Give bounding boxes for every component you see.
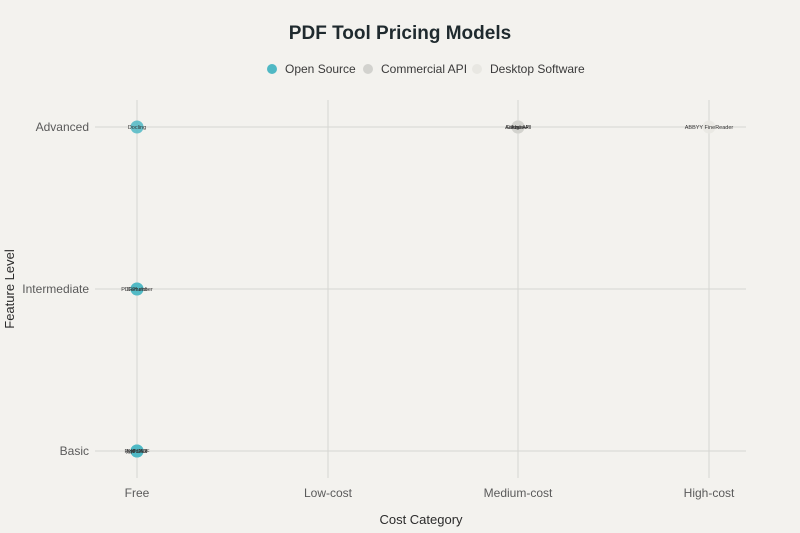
- point-camelot[interactable]: [130, 282, 144, 296]
- x-axis-label: Cost Category: [379, 512, 463, 527]
- gridlines: [95, 100, 746, 478]
- point-label-pdfplumber: PDFPlumber: [121, 287, 153, 293]
- legend-label-desktop-software: Desktop Software: [490, 62, 585, 76]
- point-label-pypdf2: PyPDF2: [127, 449, 147, 455]
- x-tick-low-cost: Low-cost: [304, 486, 353, 500]
- point-label-pdfminer: pdfminer: [126, 449, 148, 455]
- legend-marker-open-source: [267, 64, 277, 74]
- chart-title: PDF Tool Pricing Models: [289, 23, 511, 44]
- y-axis-label: Feature Level: [2, 249, 17, 329]
- x-axis-ticks: Free Low-cost Medium-cost High-cost: [125, 486, 735, 500]
- point-label-azure: Azure: [511, 125, 525, 131]
- y-axis-ticks: Basic Intermediate Advanced: [22, 120, 89, 458]
- legend: Open Source Commercial API Desktop Softwar…: [267, 62, 585, 76]
- y-tick-advanced: Advanced: [36, 120, 89, 134]
- x-tick-medium-cost: Medium-cost: [484, 486, 553, 500]
- point-azure[interactable]: [511, 120, 525, 134]
- point-abbyy-finereader[interactable]: [702, 120, 716, 134]
- point-docling[interactable]: [130, 120, 144, 134]
- point-label-docling: Docling: [128, 125, 146, 131]
- y-tick-intermediate: Intermediate: [22, 282, 89, 296]
- x-tick-high-cost: High-cost: [684, 486, 735, 500]
- legend-label-open-source: Open Source: [285, 62, 356, 76]
- y-tick-basic: Basic: [60, 444, 89, 458]
- point-label-adobe-api: Adobe API: [505, 125, 531, 131]
- legend-marker-desktop-software: [472, 64, 482, 74]
- point-label-pymupdf: PyMuPDF: [124, 449, 150, 455]
- point-label-abbyy-finereader: ABBYY FineReader: [685, 125, 734, 131]
- point-label-camelot: Camelot: [127, 287, 148, 293]
- legend-label-commercial-api: Commercial API: [381, 62, 467, 76]
- point-label-google-ai: Google AI: [506, 125, 531, 131]
- x-tick-free: Free: [125, 486, 150, 500]
- legend-marker-commercial-api: [363, 64, 373, 74]
- point-pdfminer[interactable]: [130, 444, 144, 458]
